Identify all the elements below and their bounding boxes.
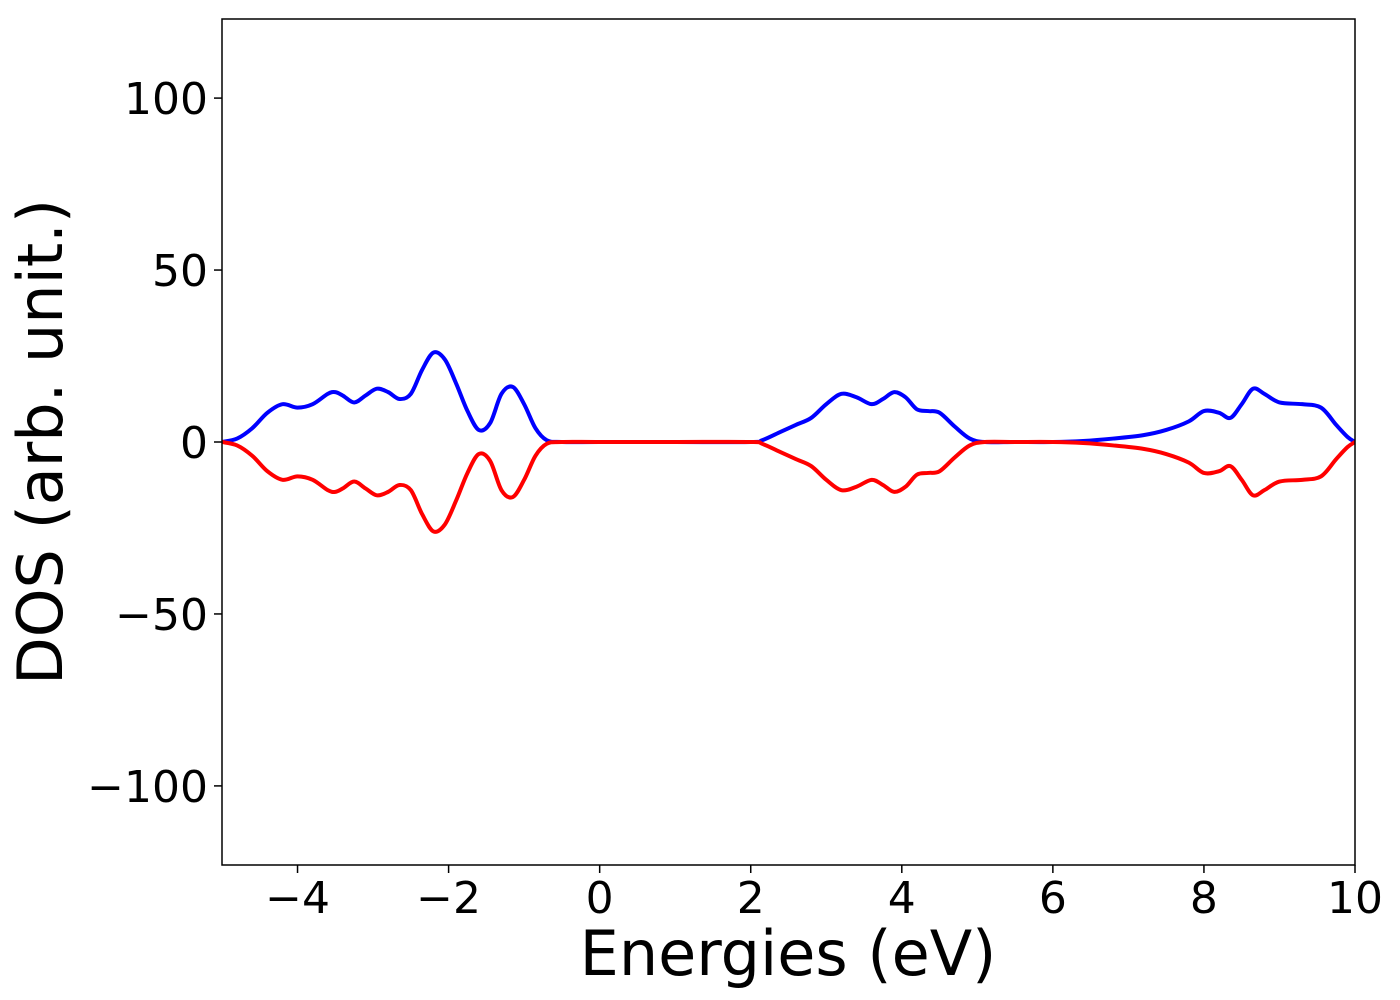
series-line-0 [222, 350, 1355, 445]
y-tick-label: 0 [180, 418, 208, 469]
x-tick-label: 0 [586, 873, 614, 924]
x-tick-label: 10 [1327, 873, 1383, 924]
x-axis-ticks: −4 −2 0 2 4 6 8 10 [265, 865, 1383, 924]
x-tick-label: 6 [1039, 873, 1067, 924]
x-tick-label: 8 [1190, 873, 1218, 924]
y-tick-label: −50 [115, 590, 208, 641]
y-tick-label: 50 [152, 246, 208, 297]
y-axis-ticks: −100 −50 0 50 100 [87, 74, 222, 813]
y-tick-label: 100 [124, 74, 208, 125]
series-layer [222, 350, 1355, 534]
series-line-1 [222, 439, 1355, 534]
x-tick-label: 4 [888, 873, 916, 924]
x-tick-label: −4 [265, 873, 330, 924]
x-tick-label: 2 [737, 873, 765, 924]
y-axis-label: DOS (arb. unit.) [4, 199, 77, 685]
x-tick-label: −2 [416, 873, 481, 924]
x-axis-label: Energies (eV) [580, 917, 997, 990]
y-tick-label: −100 [87, 762, 208, 813]
